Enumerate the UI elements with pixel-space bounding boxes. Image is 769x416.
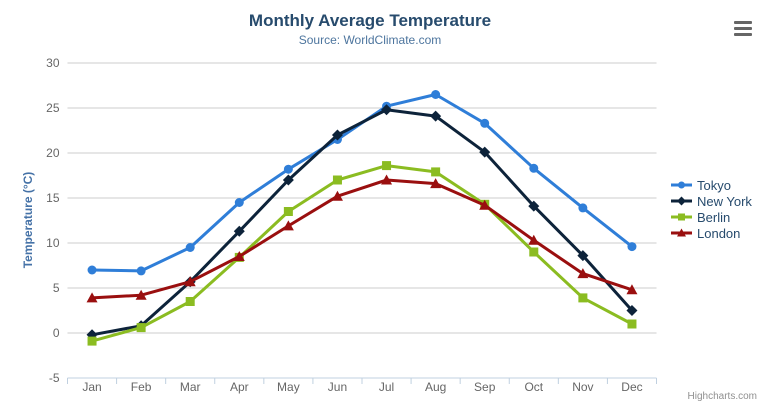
data-point-tokyo[interactable] bbox=[87, 265, 97, 275]
y-axis-label: 20 bbox=[46, 146, 60, 160]
data-point-berlin[interactable] bbox=[529, 247, 539, 257]
x-axis-label: Apr bbox=[230, 380, 249, 394]
legend-marker-diamond-icon bbox=[671, 196, 692, 206]
legend-symbol bbox=[677, 228, 686, 237]
chart-title: Monthly Average Temperature bbox=[248, 11, 492, 30]
data-point-berlin[interactable] bbox=[578, 293, 588, 303]
data-point-new-york[interactable] bbox=[381, 104, 393, 116]
data-point-london[interactable] bbox=[577, 268, 589, 279]
data-point-new-york[interactable] bbox=[577, 250, 589, 262]
export-menu-button[interactable] bbox=[732, 18, 754, 38]
data-point-tokyo[interactable] bbox=[185, 243, 195, 252]
data-point-tokyo[interactable] bbox=[578, 203, 588, 213]
y-axis-label: 5 bbox=[53, 281, 60, 295]
data-point-london[interactable] bbox=[184, 276, 196, 287]
data-point-new-york[interactable] bbox=[331, 129, 343, 141]
data-point-london[interactable] bbox=[479, 199, 491, 210]
legend-label: New York bbox=[697, 193, 752, 209]
x-axis-label: Jun bbox=[328, 380, 347, 394]
legend-symbol bbox=[677, 196, 686, 206]
data-point-berlin[interactable] bbox=[431, 167, 441, 177]
y-axis-title: Temperature (°C) bbox=[21, 172, 35, 269]
data-point-london[interactable] bbox=[626, 284, 638, 295]
x-axis-label: Dec bbox=[621, 380, 642, 394]
y-axis-label: 15 bbox=[46, 191, 60, 205]
data-point-london[interactable] bbox=[282, 220, 294, 231]
data-point-tokyo[interactable] bbox=[234, 198, 244, 207]
data-point-berlin[interactable] bbox=[87, 336, 97, 346]
data-point-berlin[interactable] bbox=[136, 323, 146, 333]
legend-symbol bbox=[678, 213, 685, 221]
data-point-tokyo[interactable] bbox=[480, 118, 490, 128]
data-point-london[interactable] bbox=[86, 292, 98, 303]
series-line-berlin bbox=[90, 164, 634, 343]
data-point-tokyo[interactable] bbox=[431, 90, 441, 99]
data-point-london[interactable] bbox=[135, 289, 147, 300]
data-point-tokyo[interactable] bbox=[627, 242, 637, 252]
legend: Tokyo New York Berlin London bbox=[671, 177, 752, 241]
legend-marker-square-icon bbox=[671, 213, 692, 221]
x-axis-label: Feb bbox=[131, 380, 152, 394]
data-point-london[interactable] bbox=[331, 190, 343, 201]
y-axis-label: 25 bbox=[46, 101, 60, 115]
data-point-berlin[interactable] bbox=[382, 161, 392, 171]
data-point-new-york[interactable] bbox=[282, 174, 294, 186]
y-axis-label: 30 bbox=[46, 56, 60, 70]
data-point-london[interactable] bbox=[528, 234, 540, 245]
legend-item-tokyo[interactable]: Tokyo bbox=[671, 177, 752, 193]
x-axis-label: Sep bbox=[474, 380, 496, 394]
legend-label: London bbox=[697, 225, 741, 241]
series-line-london bbox=[90, 178, 634, 300]
x-axis-label: Mar bbox=[180, 380, 201, 394]
data-point-tokyo[interactable] bbox=[283, 164, 293, 174]
data-point-tokyo[interactable] bbox=[529, 163, 539, 173]
data-point-new-york[interactable] bbox=[479, 146, 491, 158]
y-axis-label: -5 bbox=[49, 371, 60, 385]
legend-symbol bbox=[678, 181, 685, 189]
data-point-new-york[interactable] bbox=[430, 110, 442, 122]
x-axis-label: Nov bbox=[572, 380, 593, 394]
data-point-london[interactable] bbox=[381, 174, 393, 185]
data-point-berlin[interactable] bbox=[332, 175, 342, 185]
x-axis-label: Aug bbox=[425, 380, 446, 394]
series-line-new-york bbox=[90, 108, 634, 337]
legend-label: Tokyo bbox=[697, 177, 731, 193]
data-point-london[interactable] bbox=[233, 251, 245, 261]
y-axis-label: 0 bbox=[53, 326, 60, 340]
y-axis-label: 10 bbox=[46, 236, 60, 250]
data-point-tokyo[interactable] bbox=[136, 266, 146, 276]
legend-item-new-york[interactable]: New York bbox=[671, 193, 752, 209]
credits-link[interactable]: Highcharts.com bbox=[687, 391, 757, 402]
data-point-new-york[interactable] bbox=[626, 305, 638, 316]
data-point-berlin[interactable] bbox=[185, 297, 195, 306]
legend-marker-triangle-icon bbox=[671, 228, 692, 237]
x-axis-label: Jan bbox=[82, 380, 101, 394]
legend-label: Berlin bbox=[697, 209, 731, 225]
hamburger-icon bbox=[734, 20, 752, 36]
x-axis-label: May bbox=[277, 380, 300, 394]
data-point-berlin[interactable] bbox=[627, 319, 637, 329]
legend-marker-circle-icon bbox=[671, 181, 692, 189]
x-axis-label: Oct bbox=[524, 380, 543, 394]
legend-item-london[interactable]: London bbox=[671, 225, 752, 241]
x-axis-label: Jul bbox=[379, 380, 394, 394]
data-point-new-york[interactable] bbox=[233, 225, 245, 237]
chart-subtitle: Source: WorldClimate.com bbox=[298, 33, 442, 47]
legend-item-berlin[interactable]: Berlin bbox=[671, 209, 752, 225]
data-point-new-york[interactable] bbox=[528, 200, 540, 212]
data-point-london[interactable] bbox=[430, 178, 442, 189]
data-point-berlin[interactable] bbox=[283, 207, 293, 216]
